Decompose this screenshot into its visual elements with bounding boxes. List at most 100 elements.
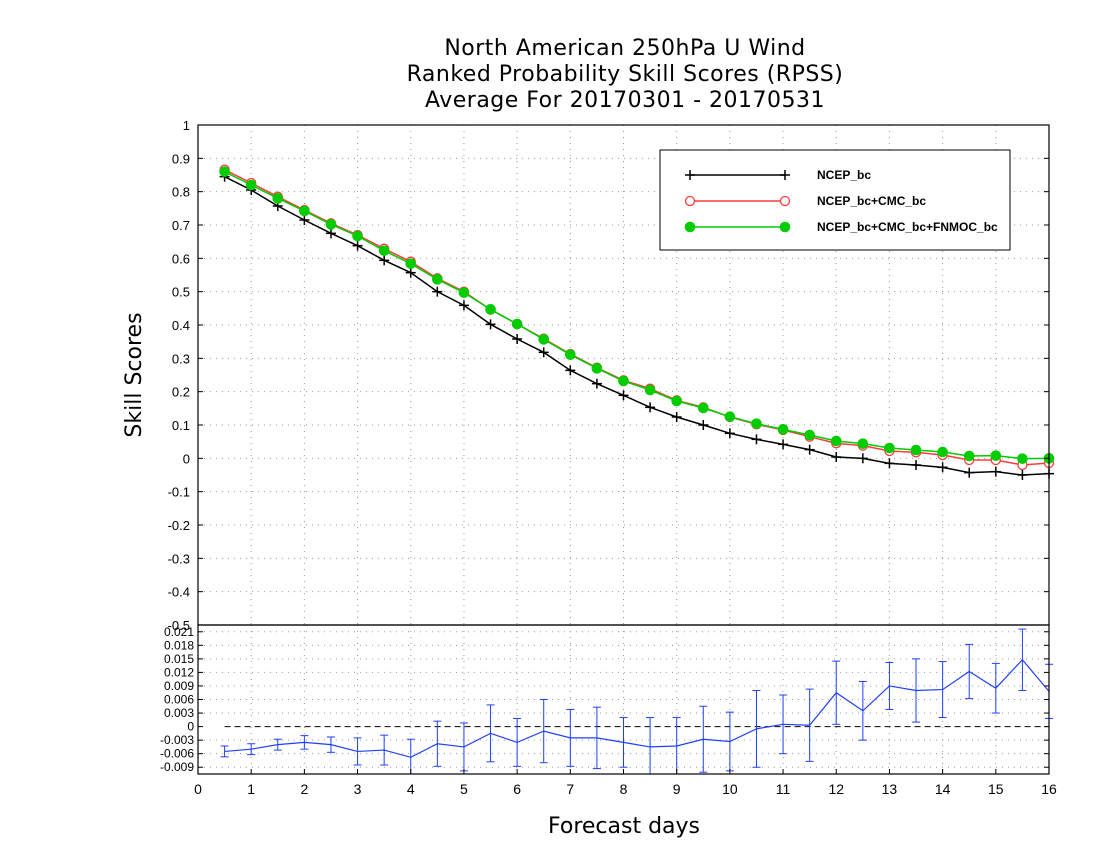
legend-item: NCEP_bc+CMC_bc <box>684 194 926 208</box>
main-y-tick-label: 0.5 <box>172 285 190 300</box>
x-tick-label: 3 <box>354 781 362 797</box>
x-tick-label: 4 <box>407 781 415 797</box>
main-y-tick-label: 0.9 <box>172 151 190 166</box>
series-0 <box>219 171 1054 480</box>
main-panel-series <box>219 164 1055 480</box>
filled-circle-marker <box>245 179 257 191</box>
plus-marker <box>618 390 629 401</box>
main-y-tick-label: -0.2 <box>168 518 190 533</box>
x-tick-label: 10 <box>722 781 738 797</box>
plus-marker <box>937 462 948 473</box>
plus-marker <box>565 365 576 376</box>
open-circle-marker <box>684 195 696 207</box>
plus-marker <box>379 255 390 266</box>
x-tick-label: 9 <box>673 781 681 797</box>
main-y-tick-label: 0.4 <box>172 318 190 333</box>
plus-marker <box>778 439 789 450</box>
plus-marker <box>857 453 868 464</box>
filled-circle-marker <box>299 205 310 217</box>
plus-marker <box>512 334 523 344</box>
chart-title-line-1: North American 250hPa U Wind <box>444 36 806 61</box>
filled-circle-marker <box>857 438 869 449</box>
main-y-tick-label: 0 <box>183 451 190 466</box>
legend-label: NCEP_bc+CMC_bc <box>817 194 926 208</box>
plus-marker <box>990 466 1001 477</box>
filled-circle-marker <box>511 318 523 330</box>
x-tick-label: 11 <box>776 781 791 797</box>
filled-circle-marker <box>684 221 696 233</box>
legend-item: NCEP_bc <box>685 168 871 182</box>
x-tick-label: 5 <box>460 781 468 797</box>
plus-marker <box>698 420 709 430</box>
plus-marker <box>724 428 735 439</box>
x-tick-label: 6 <box>513 781 521 797</box>
plus-marker <box>538 347 549 358</box>
difference-panel-grid <box>198 625 1049 774</box>
plus-marker <box>405 267 416 278</box>
open-circle-marker <box>779 195 791 207</box>
filled-circle-marker <box>272 193 284 204</box>
filled-circle-marker <box>884 442 895 454</box>
main-y-tick-label: 0.2 <box>172 385 190 400</box>
x-tick-label: 14 <box>935 781 951 797</box>
difference-line <box>224 658 1050 758</box>
diff-y-tick-label: -0.003 <box>160 733 194 747</box>
plus-marker <box>780 170 790 180</box>
error-bar <box>406 738 415 774</box>
filled-circle-marker <box>830 435 842 447</box>
filled-circle-marker <box>538 334 550 345</box>
diff-y-tick-label: 0.021 <box>164 625 194 639</box>
filled-circle-marker <box>779 221 791 233</box>
main-y-tick-label: -0.1 <box>168 485 190 500</box>
difference-panel-series <box>220 628 1053 774</box>
x-tick-label: 0 <box>194 781 202 797</box>
diff-y-tick-label: 0.012 <box>164 665 194 679</box>
legend: NCEP_bc NCEP_bc+CMC_bc NCEP_bc+CMC_bc+FNMO… <box>659 149 1011 251</box>
main-y-tick-label: -0.3 <box>168 551 190 566</box>
main-y-tick-label: 0.1 <box>172 418 190 433</box>
plus-marker <box>964 467 975 478</box>
filled-circle-marker <box>485 304 496 315</box>
diff-y-tick-label: 0.018 <box>164 638 194 652</box>
filled-circle-marker <box>697 402 709 414</box>
filled-circle-marker <box>937 446 948 458</box>
filled-circle-marker <box>378 245 390 256</box>
filled-circle-marker <box>219 166 230 177</box>
main-y-tick-label: 0.7 <box>172 218 190 233</box>
filled-circle-marker <box>910 444 922 456</box>
error-bar <box>646 717 655 774</box>
x-tick-label: 15 <box>988 781 1004 797</box>
filled-circle-marker <box>724 411 736 422</box>
filled-circle-marker <box>618 375 629 387</box>
chart-title-line-3: Average For 20170301 - 20170531 <box>424 88 826 113</box>
plus-marker <box>804 444 815 455</box>
x-tick-label: 1 <box>247 781 255 797</box>
plus-marker <box>831 452 842 462</box>
plus-marker <box>458 300 469 311</box>
plus-marker <box>911 460 922 470</box>
legend-label: NCEP_bc <box>817 168 871 182</box>
filled-circle-marker <box>751 418 762 429</box>
plus-marker <box>1017 470 1028 480</box>
filled-circle-marker <box>1017 453 1028 464</box>
filled-circle-marker <box>777 424 789 435</box>
main-y-tick-label: 0.3 <box>172 351 190 366</box>
series-2 <box>219 166 1055 464</box>
plus-marker <box>671 412 682 422</box>
main-y-tick-label: 1 <box>183 118 190 133</box>
axis-labels: 1 0.9 0.8 0.7 0.6 0.5 0.4 0.3 0.2 0.1 0 -0.1 -0.2 -0.… <box>160 118 1057 797</box>
filled-circle-marker <box>591 363 603 374</box>
diff-y-tick-label: -0.009 <box>160 760 194 774</box>
legend-item: NCEP_bc+CMC_bc+FNMOC_bc <box>684 220 998 234</box>
filled-circle-marker <box>458 287 470 298</box>
x-tick-label: 2 <box>300 781 308 797</box>
main-y-tick-label: -0.4 <box>168 585 190 600</box>
filled-circle-marker <box>325 219 337 230</box>
filled-circle-marker <box>963 450 975 462</box>
y-axis-title: Skill Scores <box>122 312 147 437</box>
plus-marker <box>645 402 656 413</box>
filled-circle-marker <box>990 450 1002 461</box>
filled-circle-marker <box>405 258 417 269</box>
filled-circle-marker <box>671 395 682 407</box>
